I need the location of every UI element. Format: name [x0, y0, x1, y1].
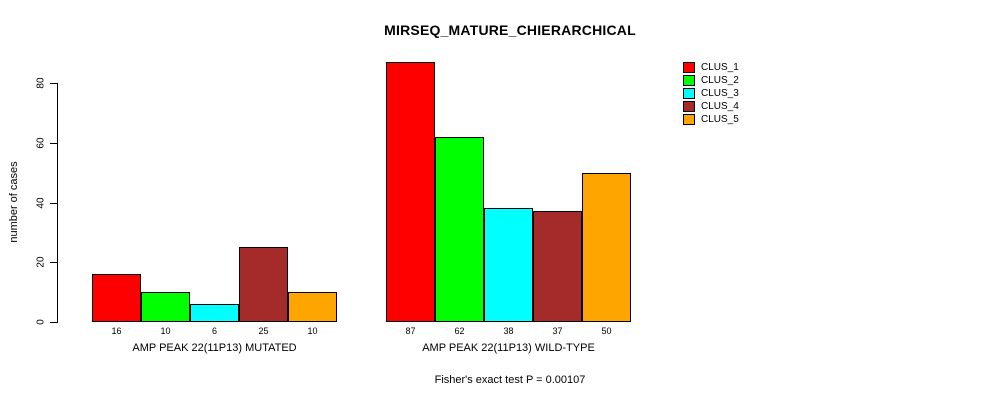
bar-clus_2-group2 [435, 136, 484, 322]
y-axis-label: number of cases [8, 161, 20, 243]
legend-swatch [683, 114, 695, 125]
legend-item-clus_4: CLUS_4 [683, 100, 739, 113]
bar-clus_5-group1 [288, 292, 337, 322]
legend-label: CLUS_3 [701, 88, 739, 99]
legend-label: CLUS_2 [701, 75, 739, 86]
legend-label: CLUS_5 [701, 114, 739, 125]
legend-swatch [683, 88, 695, 99]
bar-clus_4-group2 [533, 211, 582, 322]
bar-clus_5-group2 [582, 172, 631, 322]
bar-value-label: 87 [405, 326, 416, 336]
bar-value-label: 62 [454, 326, 465, 336]
bar-value-label: 25 [258, 326, 269, 336]
bar-value-label: 16 [111, 326, 122, 336]
y-tick-mark [50, 322, 57, 323]
y-tick-mark [50, 202, 57, 204]
bar-value-label: 10 [160, 326, 171, 336]
legend-swatch [683, 75, 695, 86]
y-tick-mark [50, 262, 57, 264]
y-tick-label: 60 [35, 137, 47, 149]
y-tick-label: 0 [35, 319, 47, 325]
y-tick-label: 20 [35, 256, 47, 268]
bar-value-label: 38 [503, 326, 514, 336]
y-tick-label: 80 [35, 77, 47, 89]
bar-value-label: 37 [552, 326, 563, 336]
legend-item-clus_1: CLUS_1 [683, 61, 739, 74]
legend-label: CLUS_4 [701, 101, 739, 112]
legend-label: CLUS_1 [701, 62, 739, 73]
bar-clus_3-group2 [484, 208, 533, 322]
x-axis-group-label: AMP PEAK 22(11P13) WILD-TYPE [422, 342, 595, 354]
bar-clus_3-group1 [190, 304, 239, 322]
y-tick-mark [50, 142, 57, 144]
legend-item-clus_5: CLUS_5 [683, 113, 739, 126]
bar-clus_1-group2 [386, 62, 435, 322]
y-tick-mark [50, 83, 57, 84]
legend-swatch [683, 101, 695, 112]
legend-item-clus_2: CLUS_2 [683, 74, 739, 87]
bar-clus_1-group1 [92, 274, 141, 322]
chart-title: MIRSEQ_MATURE_CHIERARCHICAL [384, 22, 636, 38]
legend-item-clus_3: CLUS_3 [683, 87, 739, 100]
y-axis-line [57, 83, 58, 323]
bar-value-label: 6 [211, 326, 217, 336]
x-axis-group-label: AMP PEAK 22(11P13) MUTATED [132, 342, 297, 354]
legend-swatch [683, 62, 695, 73]
bar-value-label: 10 [307, 326, 318, 336]
bar-clus_2-group1 [141, 292, 190, 322]
annotation-fishers-test: Fisher's exact test P = 0.00107 [434, 374, 586, 386]
bar-value-label: 50 [601, 326, 612, 336]
y-tick-label: 40 [35, 196, 47, 209]
legend: CLUS_1 CLUS_2 CLUS_3 CLUS_4 CLUS_5 [683, 61, 739, 126]
bar-clus_4-group1 [239, 247, 288, 322]
